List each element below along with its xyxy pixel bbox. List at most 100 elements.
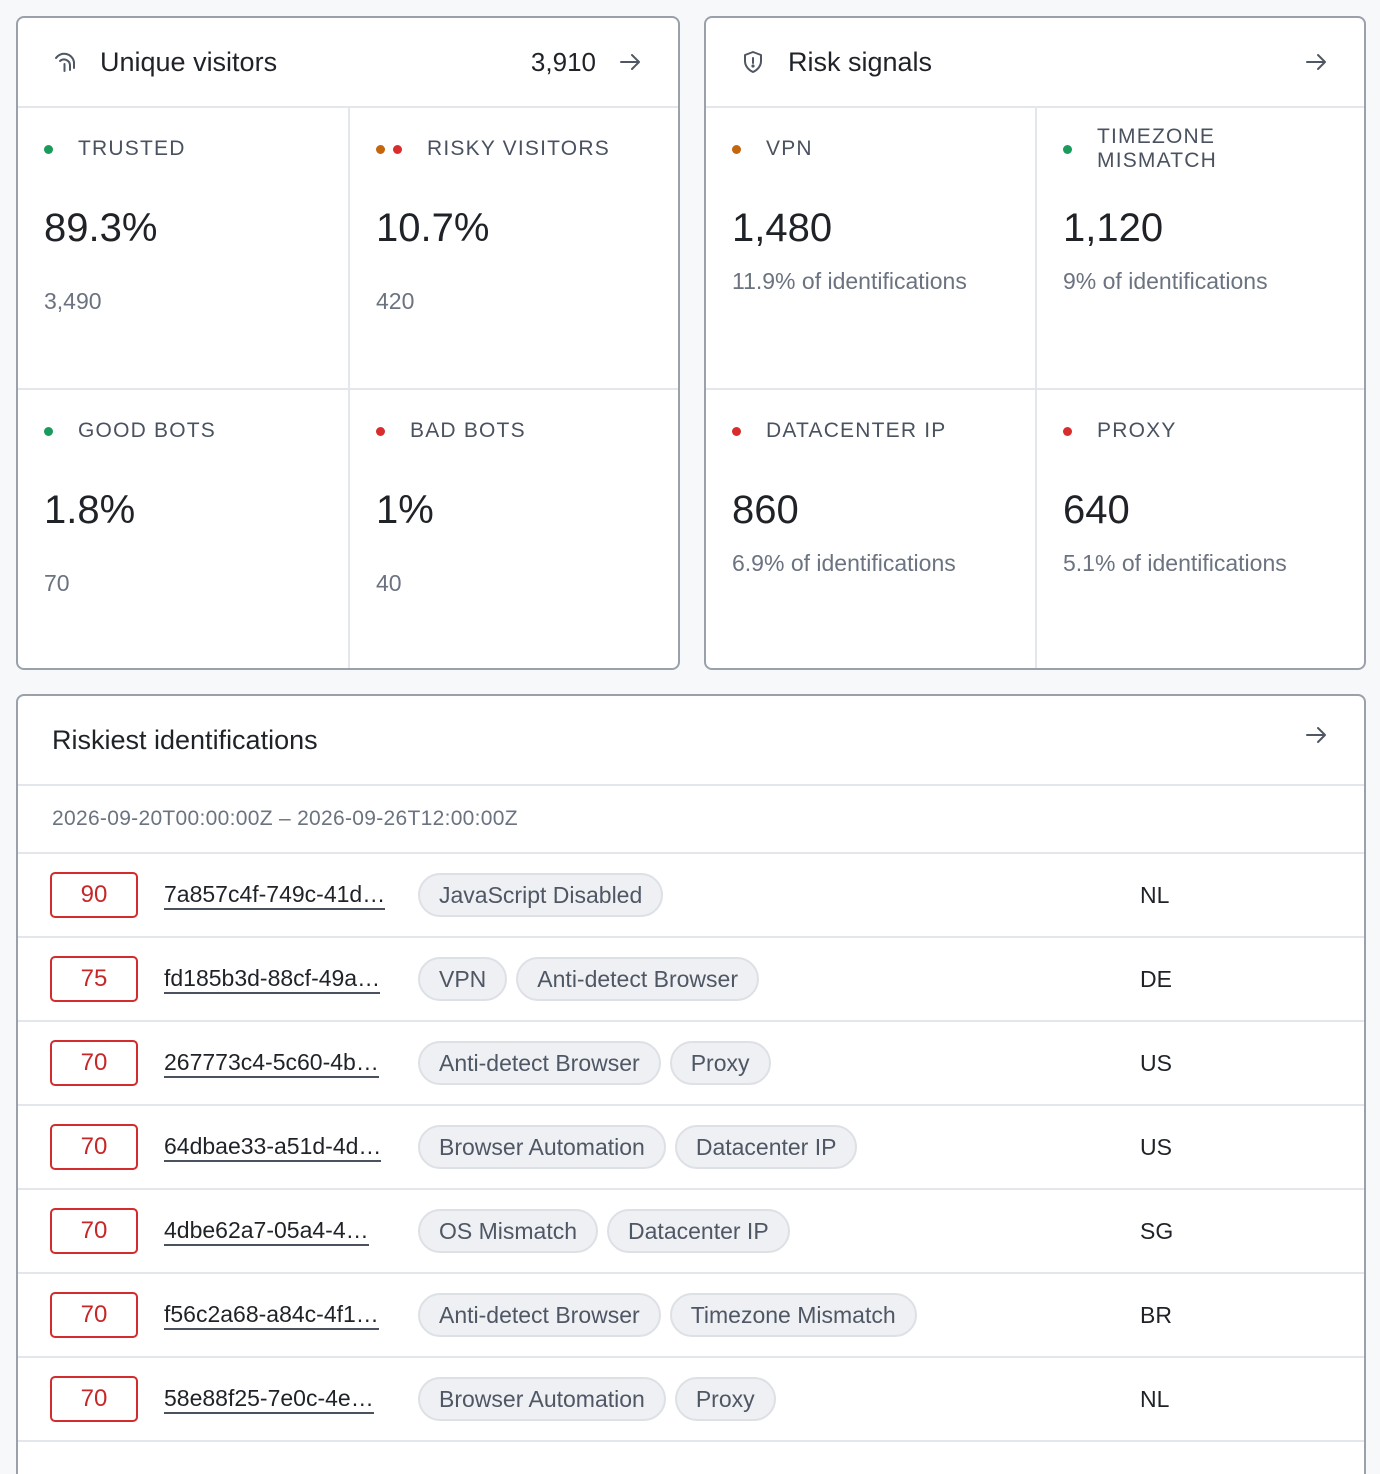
- stat-label: DATACENTER IP: [732, 416, 1009, 446]
- risk-score-badge: 70: [50, 1376, 138, 1422]
- unique-visitors-header[interactable]: Unique visitors 3,910: [18, 18, 678, 108]
- stat-subvalue: 9% of identifications: [1063, 268, 1268, 294]
- stat-cell: PROXY 640 5.1% of identifications: [1035, 388, 1364, 668]
- table-row[interactable]: 70 4dbe62a7-05a4-4… OS Mismatch Datacenter …: [18, 1190, 1364, 1274]
- signal-tag: Anti-detect Browser: [418, 1041, 661, 1085]
- signal-tag: Anti-detect Browser: [516, 957, 759, 1001]
- stat-cell: RISKY VISITORS 10.7% 420: [348, 108, 678, 388]
- risk-score-badge: 90: [50, 872, 138, 918]
- stat-subvalue: 420: [376, 288, 415, 314]
- riskiest-identifications-title: Riskiest identifications: [52, 724, 318, 755]
- risk-score-badge: 70: [50, 1124, 138, 1170]
- signal-tags: VPN Anti-detect Browser: [418, 957, 759, 1001]
- signal-tag: Proxy: [669, 1041, 771, 1085]
- stat-label-text: PROXY: [1097, 419, 1177, 442]
- stat-label: BAD BOTS: [376, 416, 652, 446]
- stat-cell: TRUSTED 89.3% 3,490: [18, 108, 348, 388]
- identification-id-link[interactable]: 7a857c4f-749c-41d…: [164, 880, 386, 910]
- identification-id-link[interactable]: 267773c4-5c60-4b…: [164, 1048, 379, 1078]
- signal-tag: Datacenter IP: [607, 1209, 790, 1253]
- table-row[interactable]: 75 fd185b3d-88cf-49a… VPN Anti-detect Brows…: [18, 938, 1364, 1022]
- stat-value: 1.8%: [44, 488, 136, 532]
- stat-subvalue: 11.9% of identifications: [732, 268, 967, 294]
- identification-id-link[interactable]: 64dbae33-a51d-4d…: [164, 1132, 382, 1162]
- stat-label-text: RISKY VISITORS: [427, 137, 610, 160]
- riskiest-identifications-header[interactable]: Riskiest identifications: [18, 696, 1364, 786]
- riskiest-table: 90 7a857c4f-749c-41d… JavaScript Disabled N…: [18, 854, 1364, 1442]
- table-row[interactable]: 70 f56c2a68-a84c-4f1… Anti-detect Browser T…: [18, 1274, 1364, 1358]
- stat-cell: TIMEZONE MISMATCH 1,120 9% of identificati…: [1035, 108, 1364, 388]
- risk-score-badge: 70: [50, 1292, 138, 1338]
- stat-value: 89.3%: [44, 206, 158, 250]
- identification-id-link[interactable]: f56c2a68-a84c-4f1…: [164, 1300, 379, 1330]
- stat-label: TRUSTED: [44, 134, 322, 164]
- table-row[interactable]: 70 267773c4-5c60-4b… Anti-detect Browser Pr…: [18, 1022, 1364, 1106]
- stat-value: 10.7%: [376, 206, 490, 250]
- stat-label-text: TIMEZONE MISMATCH: [1097, 125, 1218, 172]
- stat-label-text: DATACENTER IP: [766, 419, 947, 442]
- stat-cell: GOOD BOTS 1.8% 70: [18, 388, 348, 668]
- shield-icon: [738, 47, 768, 77]
- identification-id-link[interactable]: 58e88f25-7e0c-4e…: [164, 1384, 374, 1414]
- risk-score-badge: 70: [50, 1040, 138, 1086]
- stat-label: PROXY: [1063, 416, 1338, 446]
- country-code: US: [1140, 1134, 1172, 1160]
- risk-score-badge: 75: [50, 956, 138, 1002]
- status-dot: [732, 426, 749, 436]
- stat-value: 1,480: [732, 206, 833, 250]
- signal-tags: Browser Automation Datacenter IP: [418, 1125, 858, 1169]
- stat-label: GOOD BOTS: [44, 416, 322, 446]
- country-code: NL: [1140, 1386, 1170, 1412]
- risk-score-badge: 70: [50, 1208, 138, 1254]
- country-code: SG: [1140, 1218, 1174, 1244]
- stat-label-text: TRUSTED: [78, 137, 186, 160]
- signal-tag: Timezone Mismatch: [669, 1293, 917, 1337]
- signal-tag: JavaScript Disabled: [418, 873, 664, 917]
- country-code: BR: [1140, 1302, 1172, 1328]
- stat-subvalue: 6.9% of identifications: [732, 550, 956, 576]
- stat-label: VPN: [732, 134, 1009, 164]
- table-row[interactable]: 70 64dbae33-a51d-4d… Browser Automation Dat…: [18, 1106, 1364, 1190]
- status-dot: [732, 144, 749, 154]
- arrow-right-icon[interactable]: [616, 48, 644, 76]
- status-dot: [1063, 426, 1080, 436]
- identification-id-link[interactable]: fd185b3d-88cf-49a…: [164, 964, 381, 994]
- stat-value: 1,120: [1063, 206, 1164, 250]
- unique-visitors-count: 3,910: [530, 46, 596, 77]
- stat-value: 1%: [376, 488, 434, 532]
- country-code: US: [1140, 1050, 1172, 1076]
- risk-signals-header[interactable]: Risk signals: [706, 18, 1364, 108]
- signal-tags: Browser Automation Proxy: [418, 1377, 776, 1421]
- signal-tags: Anti-detect Browser Timezone Mismatch: [418, 1293, 917, 1337]
- signal-tags: JavaScript Disabled: [418, 873, 664, 917]
- signal-tag: Datacenter IP: [674, 1125, 858, 1169]
- table-row[interactable]: 90 7a857c4f-749c-41d… JavaScript Disabled N…: [18, 854, 1364, 938]
- signal-tag: Proxy: [674, 1377, 776, 1421]
- arrow-right-icon[interactable]: [1302, 721, 1330, 749]
- stat-label-text: VPN: [766, 137, 813, 160]
- country-code: DE: [1140, 966, 1172, 992]
- risk-signals-title: Risk signals: [788, 46, 933, 77]
- status-dot: [1063, 144, 1080, 154]
- signal-tag: Browser Automation: [418, 1377, 666, 1421]
- arrow-right-icon[interactable]: [1302, 48, 1330, 76]
- identification-id-link[interactable]: 4dbe62a7-05a4-4…: [164, 1216, 369, 1246]
- country-code: NL: [1140, 882, 1170, 908]
- table-row[interactable]: 70 58e88f25-7e0c-4e… Browser Automation Pro…: [18, 1358, 1364, 1442]
- stat-label-text: BAD BOTS: [410, 419, 526, 442]
- unique-visitors-title: Unique visitors: [100, 46, 278, 77]
- stat-cell: BAD BOTS 1% 40: [348, 388, 678, 668]
- status-dot: [44, 426, 61, 436]
- date-range: 2026-09-20T00:00:00Z – 2026-09-26T12:00:…: [18, 786, 1364, 854]
- stat-label-text: GOOD BOTS: [78, 419, 216, 442]
- stat-subvalue: 40: [376, 570, 402, 596]
- stat-subvalue: 3,490: [44, 288, 102, 314]
- signal-tag: Browser Automation: [418, 1125, 666, 1169]
- stat-subvalue: 5.1% of identifications: [1063, 550, 1287, 576]
- signal-tag: OS Mismatch: [418, 1209, 599, 1253]
- risk-signals-card: Risk signals VPN 1,480 11.9% of identifica…: [704, 16, 1366, 670]
- unique-visitors-card: Unique visitors 3,910 TRUSTED 89.3% 3,490 R…: [16, 16, 680, 670]
- stat-cell: DATACENTER IP 860 6.9% of identifications: [706, 388, 1035, 668]
- stat-cell: VPN 1,480 11.9% of identifications: [706, 108, 1035, 388]
- status-dot: [376, 144, 410, 154]
